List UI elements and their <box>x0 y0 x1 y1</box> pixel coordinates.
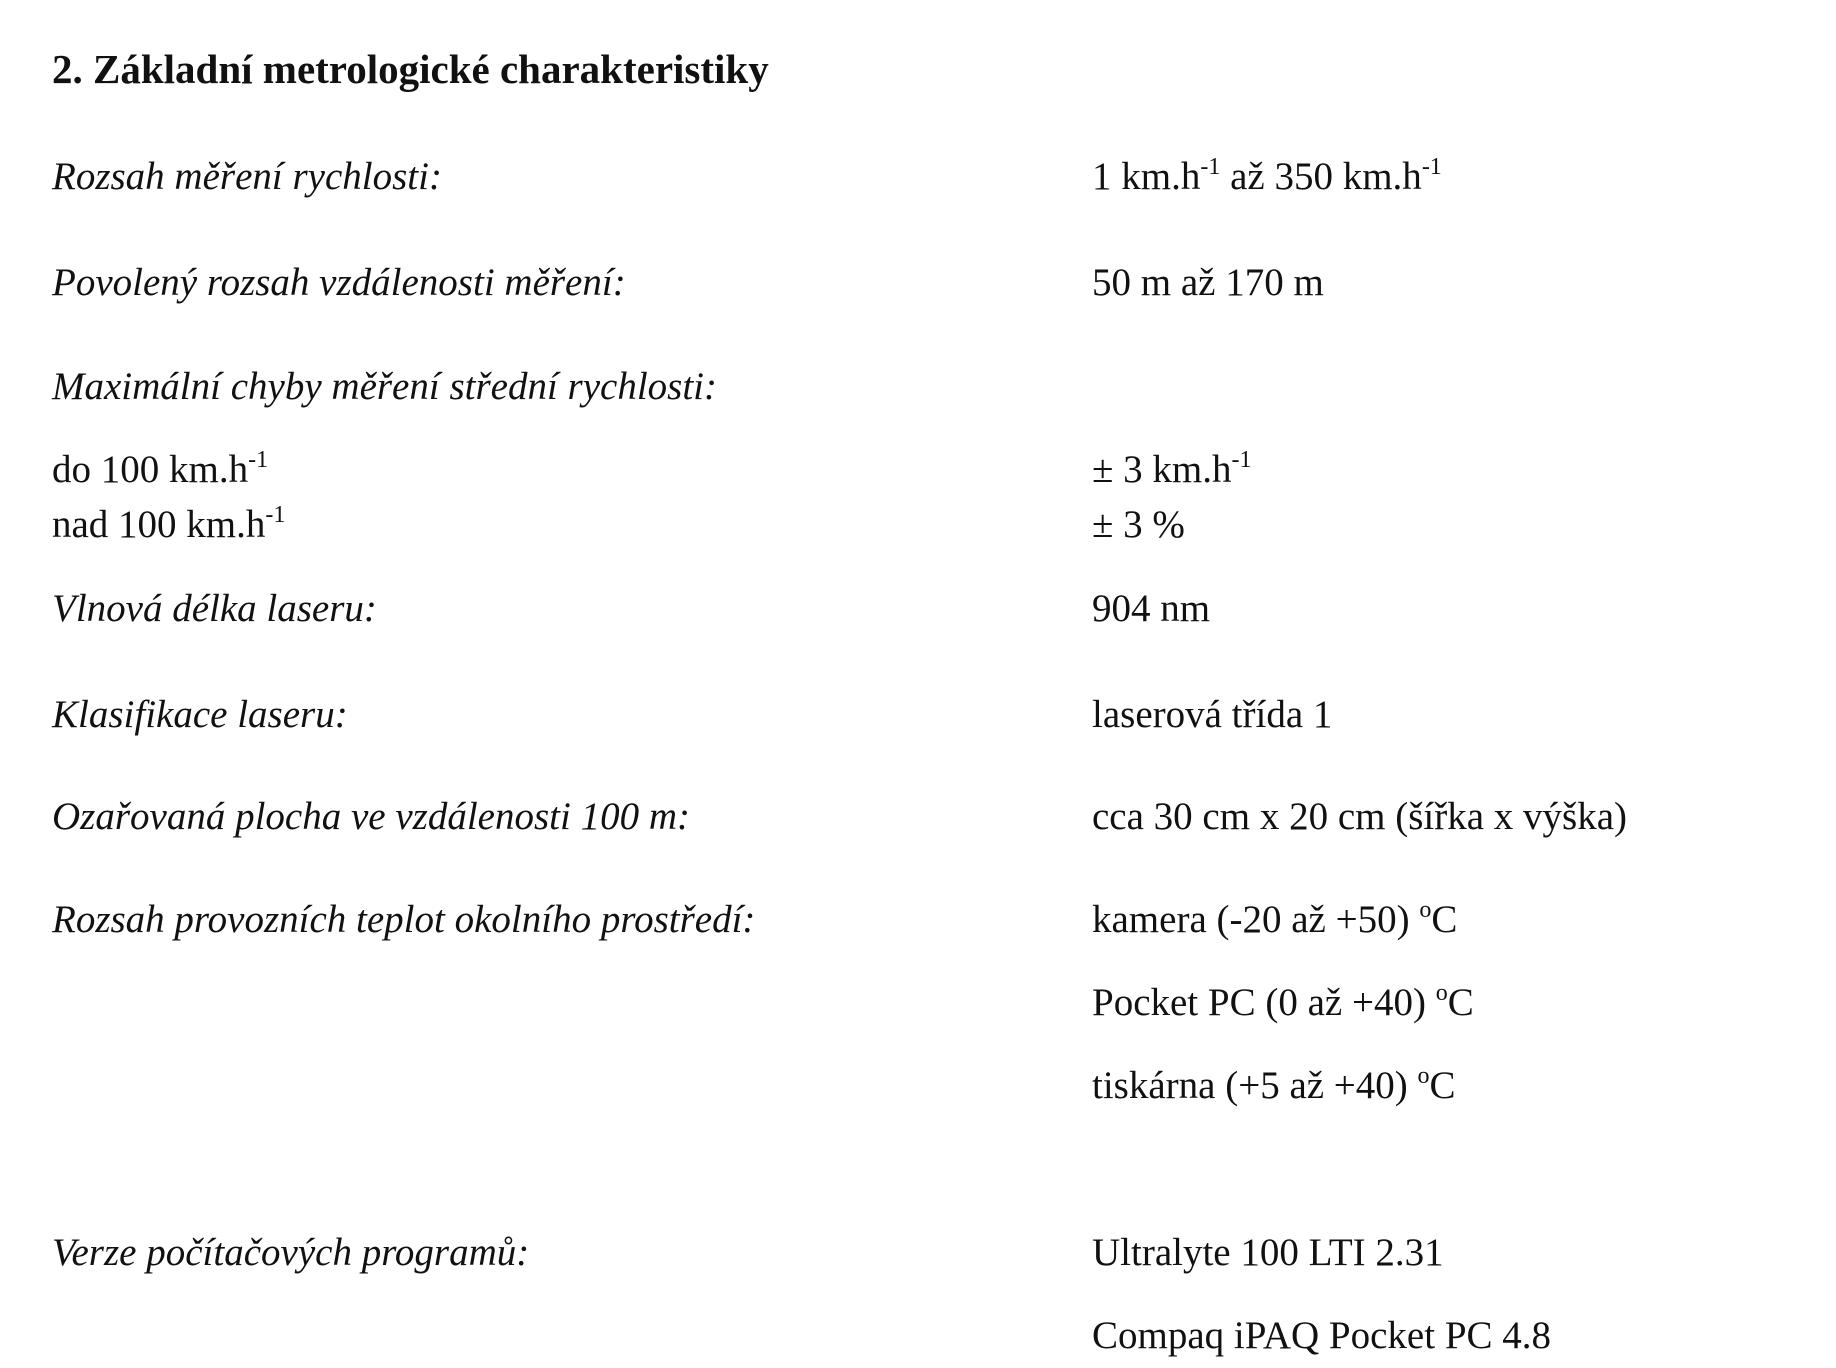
label-above-100: nad 100 km.h-1 <box>52 502 286 546</box>
value-below-100: ± 3 km.h-1 <box>1092 447 1252 491</box>
value-software-ultralyte: Ultralyte 100 LTI 2.31 <box>1092 1231 1444 1274</box>
label-max-errors: Maximální chyby měření střední rychlosti… <box>52 365 717 408</box>
value-laser-class: laserová třída 1 <box>1092 693 1333 736</box>
value-software-ipaq: Compaq iPAQ Pocket PC 4.8 <box>1092 1314 1552 1357</box>
label-wavelength: Vlnová délka laseru: <box>52 587 377 630</box>
label-distance-range: Povolený rozsah vzdálenosti měření: <box>52 261 626 304</box>
label-temperature-range: Rozsah provozních teplot okolního prostř… <box>52 898 756 941</box>
label-laser-class: Klasifikace laseru: <box>52 693 348 736</box>
value-above-100: ± 3 % <box>1092 503 1185 546</box>
label-speed-range: Rozsah měření rychlosti: <box>52 155 442 198</box>
label-below-100: do 100 km.h-1 <box>52 447 269 491</box>
value-irradiated-area: cca 30 cm x 20 cm (šířka x výška) <box>1092 795 1627 838</box>
label-software-versions: Verze počítačových programů: <box>52 1231 530 1274</box>
value-speed-range: 1 km.h-1 až 350 km.h-1 <box>1092 154 1442 198</box>
value-temp-printer: tiskárna (+5 až +40) oC <box>1092 1063 1456 1107</box>
section-heading: 2. Základní metrologické charakteristiky <box>52 46 769 92</box>
label-irradiated-area: Ozařovaná plocha ve vzdálenosti 100 m: <box>52 795 690 838</box>
value-temp-pocket-pc: Pocket PC (0 až +40) oC <box>1092 980 1474 1024</box>
value-temp-camera: kamera (-20 až +50) oC <box>1092 897 1458 941</box>
value-wavelength: 904 nm <box>1092 587 1211 630</box>
value-distance-range: 50 m až 170 m <box>1092 261 1324 304</box>
